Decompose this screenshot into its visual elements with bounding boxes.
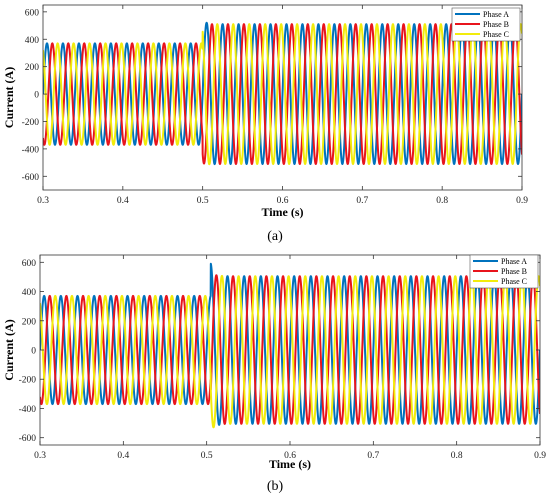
y-tick-label: 600	[22, 259, 37, 269]
x-tick-label: 0.7	[367, 451, 379, 461]
x-axis-title: Time (s)	[269, 457, 311, 471]
chart-a: 0.3 0.4 0.5 0.6 0.7 0.8 0.9 -600 -400 -200 0 200 400…	[2, 4, 528, 244]
y-tick-label: -200	[19, 376, 37, 386]
y-axis-title: Current (A)	[2, 67, 16, 128]
x-tick-label: 0.3	[34, 451, 46, 461]
chart-panel-b: 0.3 0.4 0.5 0.6 0.7 0.8 0.9 -600 -400 -200 0 200 400…	[0, 250, 550, 497]
legend-label: Phase C	[501, 277, 527, 286]
x-tick-label: 0.4	[117, 196, 129, 206]
series-line-phase-b	[43, 23, 522, 165]
chart-panel-a: 0.3 0.4 0.5 0.6 0.7 0.8 0.9 -600 -400 -200 0 200 400…	[0, 0, 550, 250]
x-axis-title: Time (s)	[261, 205, 303, 219]
legend-label: Phase A	[501, 257, 527, 266]
x-tick-label: 0.9	[516, 196, 528, 206]
y-tick-label: -600	[19, 434, 37, 444]
y-tick-label: -600	[22, 173, 40, 183]
x-tick-label: 0.7	[356, 196, 368, 206]
y-tick-label: 0	[31, 347, 36, 357]
x-tick-label: 0.8	[436, 196, 448, 206]
legend-label: Phase B	[483, 20, 509, 29]
x-tick-label: 0.6	[277, 196, 289, 206]
series-line-phase-a	[43, 21, 522, 166]
x-tick-label: 0.5	[201, 451, 213, 461]
x-tick-label: 0.6	[284, 451, 296, 461]
series-line-phase-c	[43, 23, 522, 166]
y-tick-label: -400	[22, 145, 40, 155]
y-tick-label: 400	[22, 288, 37, 298]
series-lines	[40, 262, 540, 429]
x-tick-label: 0.8	[451, 451, 463, 461]
y-tick-label: 200	[25, 63, 40, 73]
legend-label: Phase B	[501, 267, 527, 276]
series-lines	[43, 21, 522, 166]
y-tick-label: -200	[22, 118, 40, 128]
y-tick-label: -400	[19, 405, 37, 415]
x-tick-label: 0.5	[197, 196, 209, 206]
x-tick-label: 0.4	[117, 451, 129, 461]
legend-label: Phase C	[483, 30, 509, 39]
panel-label: (a)	[267, 229, 283, 244]
x-tick-label: 0.9	[534, 451, 546, 461]
legend-label: Phase A	[483, 10, 509, 19]
y-tick-label: 200	[22, 317, 37, 327]
y-tick-label: 600	[25, 8, 40, 18]
y-tick-label: 400	[25, 36, 40, 46]
chart-b: 0.3 0.4 0.5 0.6 0.7 0.8 0.9 -600 -400 -200 0 200 400…	[2, 254, 546, 494]
y-tick-label: 0	[34, 91, 39, 101]
series-line-phase-b	[40, 274, 540, 425]
series-line-phase-c	[40, 274, 540, 429]
x-tick-label: 0.3	[37, 196, 49, 206]
panel-label: (b)	[267, 479, 284, 494]
y-axis-title: Current (A)	[2, 319, 16, 380]
series-line-phase-a	[40, 262, 540, 426]
